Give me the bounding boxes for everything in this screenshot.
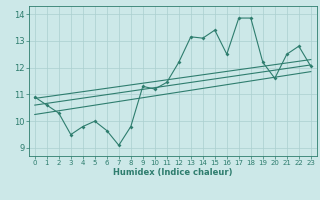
- X-axis label: Humidex (Indice chaleur): Humidex (Indice chaleur): [113, 168, 233, 177]
